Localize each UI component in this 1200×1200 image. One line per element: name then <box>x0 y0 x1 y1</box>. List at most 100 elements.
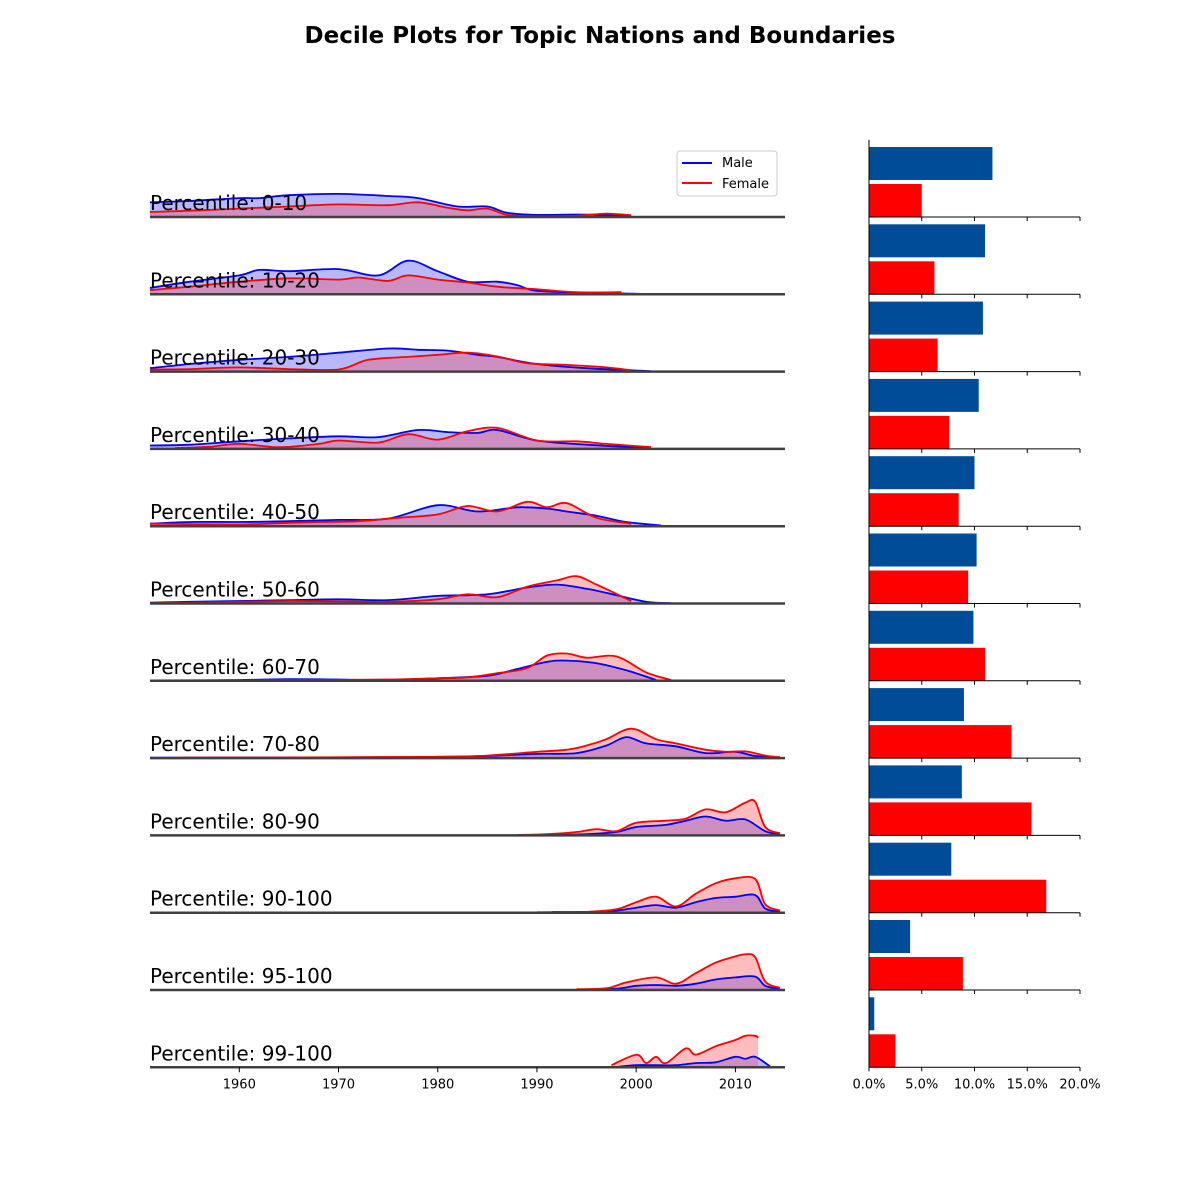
female-density-line <box>179 727 781 759</box>
legend-female-label: Female <box>722 177 769 192</box>
male-bar <box>869 842 952 876</box>
bar-panel <box>868 294 1081 376</box>
female-density-line <box>517 798 781 836</box>
overlap-density-area <box>179 737 780 759</box>
female-density-line <box>551 875 781 913</box>
ridge-row: Percentile: 80-90 <box>150 798 785 837</box>
male-density-line <box>149 192 632 218</box>
ridge-row: Percentile: 50-60 <box>149 575 785 605</box>
bar-panel <box>868 526 1081 608</box>
ridge-row: Percentile: 0-10 <box>149 191 785 219</box>
percentile-label: Percentile: 10-20 <box>150 268 320 292</box>
overlap-density-area <box>586 976 780 990</box>
percentile-label: Percentile: 40-50 <box>150 500 320 524</box>
percentile-label: Percentile: 99-100 <box>150 1041 333 1065</box>
percentile-label: Percentile: 90-100 <box>150 887 333 911</box>
male-bar <box>869 147 993 180</box>
x-tick-label: 2000 <box>620 1077 653 1092</box>
female-bar <box>869 647 986 681</box>
male-bar <box>869 456 975 490</box>
percentile-label: Percentile: 30-40 <box>150 423 320 447</box>
female-bar <box>869 725 1012 759</box>
bar-panel <box>868 912 1081 994</box>
ridge-row: Percentile: 10-20 <box>149 259 785 296</box>
percentile-label: Percentile: 0-10 <box>150 191 307 215</box>
bar-panel <box>868 448 1081 531</box>
ridge-row: Percentile: 40-50 <box>149 500 785 528</box>
female-bar <box>869 415 950 449</box>
female-density-line <box>149 500 632 526</box>
male-bar <box>869 920 911 953</box>
overlap-density-area <box>537 816 780 836</box>
female-density-line <box>149 575 632 604</box>
overlap-density-area <box>150 202 632 217</box>
bar-panel <box>868 217 1081 299</box>
bar-plot: 0.0% 5.0% 10.0% 15.0% 20.0% <box>852 139 1101 1092</box>
male-bar <box>869 378 979 412</box>
overlap-density-area <box>551 894 780 913</box>
male-bar <box>869 997 875 1031</box>
male-density-line <box>536 815 781 836</box>
ridge-row: Percentile: 60-70 <box>149 652 785 683</box>
bar-tick-label: 5.0% <box>905 1077 938 1092</box>
female-density-area <box>611 1035 759 1068</box>
female-bar <box>869 957 963 990</box>
female-bar <box>869 184 922 217</box>
percentile-label: Percentile: 50-60 <box>150 578 320 602</box>
x-tick-label: 1980 <box>421 1077 454 1092</box>
bar-panel <box>868 603 1081 685</box>
male-bar <box>869 688 964 722</box>
overlap-density-area <box>174 429 652 449</box>
overlap-density-area <box>150 660 656 681</box>
bar-x-axis: 0.0% 5.0% 10.0% 15.0% 20.0% <box>852 1077 1100 1092</box>
female-bar <box>869 261 935 295</box>
bar-tick-label: 15.0% <box>1007 1077 1048 1092</box>
chart-title: Decile Plots for Topic Nations and Bound… <box>305 23 896 49</box>
male-density-line <box>616 1055 771 1068</box>
percentile-label: Percentile: 60-70 <box>150 655 320 679</box>
percentile-label: Percentile: 70-80 <box>150 732 320 756</box>
ridge-x-axis: 1960 1970 1980 1990 2000 2010 <box>223 1067 752 1092</box>
female-density-line <box>576 953 781 991</box>
ridge-row: Percentile: 99-100 <box>150 1034 785 1069</box>
x-tick-label: 1960 <box>223 1077 256 1092</box>
female-bar <box>869 802 1032 836</box>
female-density-line <box>611 1034 759 1067</box>
x-tick-label: 1990 <box>520 1077 553 1092</box>
male-bar <box>869 765 962 799</box>
female-bar <box>869 338 938 372</box>
bar-tick-label: 10.0% <box>954 1077 995 1092</box>
x-tick-label: 1970 <box>322 1077 355 1092</box>
legend: Male Female <box>676 150 778 197</box>
female-bar <box>869 1034 896 1068</box>
female-density-line <box>149 351 632 372</box>
male-bar <box>869 610 974 644</box>
x-tick-label: 2010 <box>719 1077 752 1092</box>
overlap-density-area <box>150 584 632 604</box>
male-bar <box>869 533 977 567</box>
percentile-label: Percentile: 80-90 <box>150 809 320 833</box>
ridge-row: Percentile: 30-40 <box>149 423 785 451</box>
bar-panel <box>868 990 1081 1072</box>
bar-tick-label: 20.0% <box>1059 1077 1100 1092</box>
female-bar <box>869 493 959 527</box>
ridge-row: Percentile: 95-100 <box>150 953 785 992</box>
female-density-line <box>149 274 622 294</box>
female-bar <box>869 879 1047 913</box>
male-density-line <box>586 975 781 991</box>
ridge-row: Percentile: 90-100 <box>150 875 785 914</box>
ridge-row: Percentile: 20-30 <box>149 346 785 373</box>
percentile-label: Percentile: 95-100 <box>150 964 333 988</box>
bar-panel <box>868 139 1081 221</box>
male-bar <box>869 224 986 258</box>
percentile-label: Percentile: 20-30 <box>150 346 320 370</box>
overlap-density-area <box>150 352 632 372</box>
bar-panel <box>868 680 1081 763</box>
male-density-line <box>536 893 781 914</box>
ridgeline-plot: Percentile: 0-10 Percentile: 10-20 Percent… <box>149 191 785 1092</box>
male-bar <box>869 301 983 335</box>
ridge-row: Percentile: 70-80 <box>149 727 785 760</box>
bar-tick-label: 0.0% <box>852 1077 885 1092</box>
bar-panel <box>868 835 1081 917</box>
